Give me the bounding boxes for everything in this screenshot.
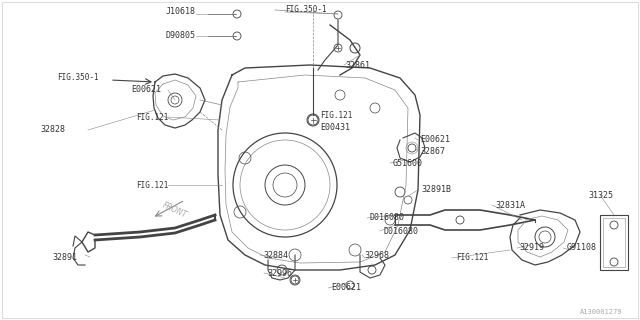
Text: 32861: 32861 <box>345 60 370 69</box>
Text: FIG.121: FIG.121 <box>320 111 353 121</box>
Text: FIG.350-1: FIG.350-1 <box>57 73 99 82</box>
Text: D016080: D016080 <box>370 213 405 222</box>
Text: E00621: E00621 <box>131 85 161 94</box>
Text: E00621: E00621 <box>331 284 361 292</box>
Text: D016080: D016080 <box>383 227 418 236</box>
Text: 32891B: 32891B <box>421 186 451 195</box>
Text: FIG.121: FIG.121 <box>456 253 488 262</box>
Text: E00621: E00621 <box>420 135 450 145</box>
Text: J10618: J10618 <box>166 7 196 17</box>
Text: D90805: D90805 <box>166 31 196 41</box>
Text: 32891: 32891 <box>52 252 77 261</box>
Text: 32919: 32919 <box>519 244 544 252</box>
Text: G91108: G91108 <box>567 244 597 252</box>
Text: FIG.121: FIG.121 <box>136 180 168 189</box>
Text: FIG.350-1: FIG.350-1 <box>285 5 326 14</box>
Bar <box>600 215 628 270</box>
Text: 32968: 32968 <box>364 251 389 260</box>
Text: 32996: 32996 <box>267 268 292 277</box>
Text: 32884: 32884 <box>263 251 288 260</box>
Text: FIG.121: FIG.121 <box>136 113 168 122</box>
Text: 31325: 31325 <box>588 190 613 199</box>
Text: G51600: G51600 <box>393 158 423 167</box>
Text: 32831A: 32831A <box>495 201 525 210</box>
Bar <box>603 218 625 267</box>
Text: E00431: E00431 <box>320 123 350 132</box>
Text: A130001279: A130001279 <box>580 309 623 315</box>
Text: FRONT: FRONT <box>161 200 189 220</box>
Text: 32828: 32828 <box>40 125 65 134</box>
Text: 32867: 32867 <box>420 147 445 156</box>
